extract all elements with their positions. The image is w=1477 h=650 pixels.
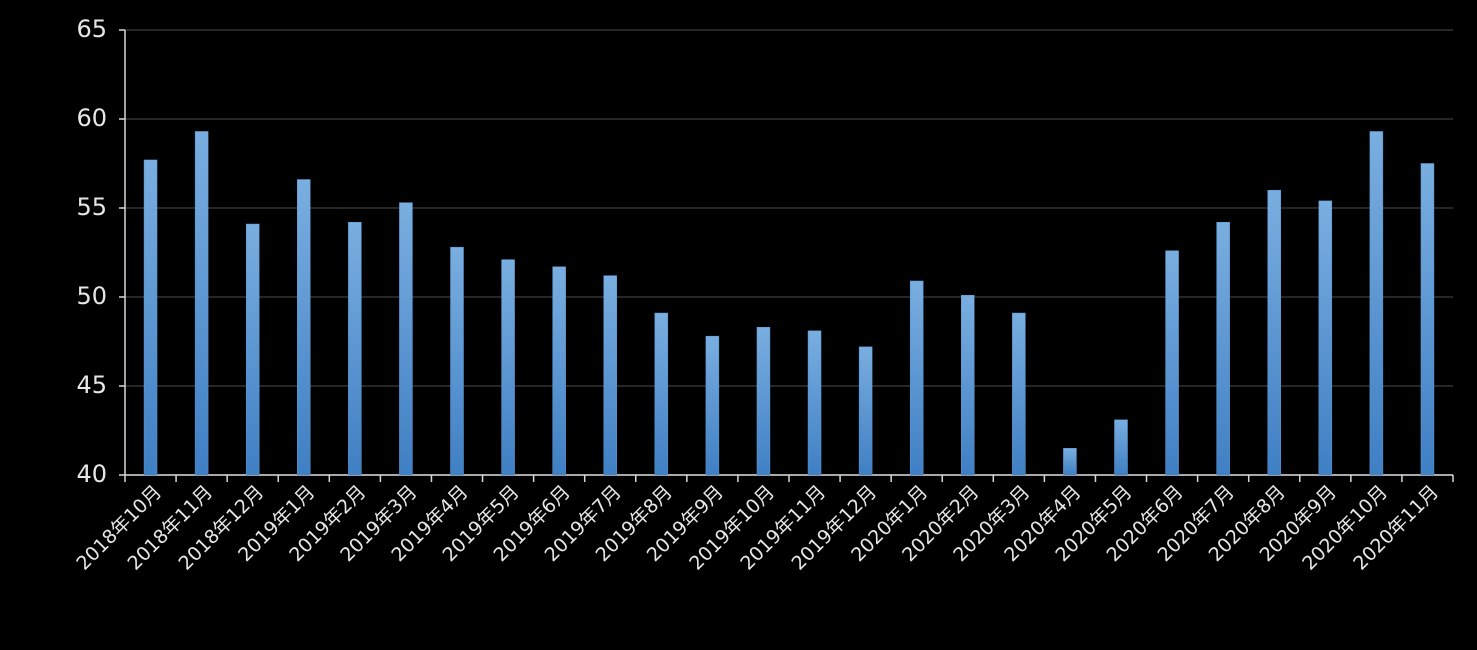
- bar: [858, 346, 873, 476]
- bar: [1318, 200, 1333, 476]
- y-tick-label: 55: [76, 193, 107, 221]
- bar: [1216, 221, 1230, 476]
- bar: [1165, 250, 1179, 476]
- bar: [297, 179, 311, 476]
- bar: [450, 246, 464, 476]
- bar: [1267, 189, 1281, 476]
- bar: [552, 266, 566, 476]
- bar: [245, 223, 260, 476]
- bar: [348, 221, 362, 476]
- bar: [1420, 163, 1435, 476]
- bar: [807, 330, 822, 476]
- bar: [756, 327, 771, 476]
- bar: [1063, 448, 1077, 476]
- y-tick-label: 50: [76, 282, 107, 310]
- bar: [501, 259, 515, 476]
- y-tick-label: 60: [76, 104, 107, 132]
- bar: [603, 275, 617, 476]
- bar: [654, 312, 669, 476]
- bar: [705, 335, 720, 476]
- y-tick-label: 40: [76, 460, 107, 488]
- bar: [143, 159, 158, 476]
- bar: [961, 294, 975, 476]
- bar: [194, 131, 209, 476]
- bar: [399, 202, 413, 476]
- bar: [1369, 131, 1384, 476]
- bar: [1012, 312, 1026, 476]
- bar: [909, 280, 924, 476]
- bar: [1114, 419, 1128, 476]
- y-tick-label: 45: [76, 371, 107, 399]
- y-tick-label: 65: [76, 15, 107, 43]
